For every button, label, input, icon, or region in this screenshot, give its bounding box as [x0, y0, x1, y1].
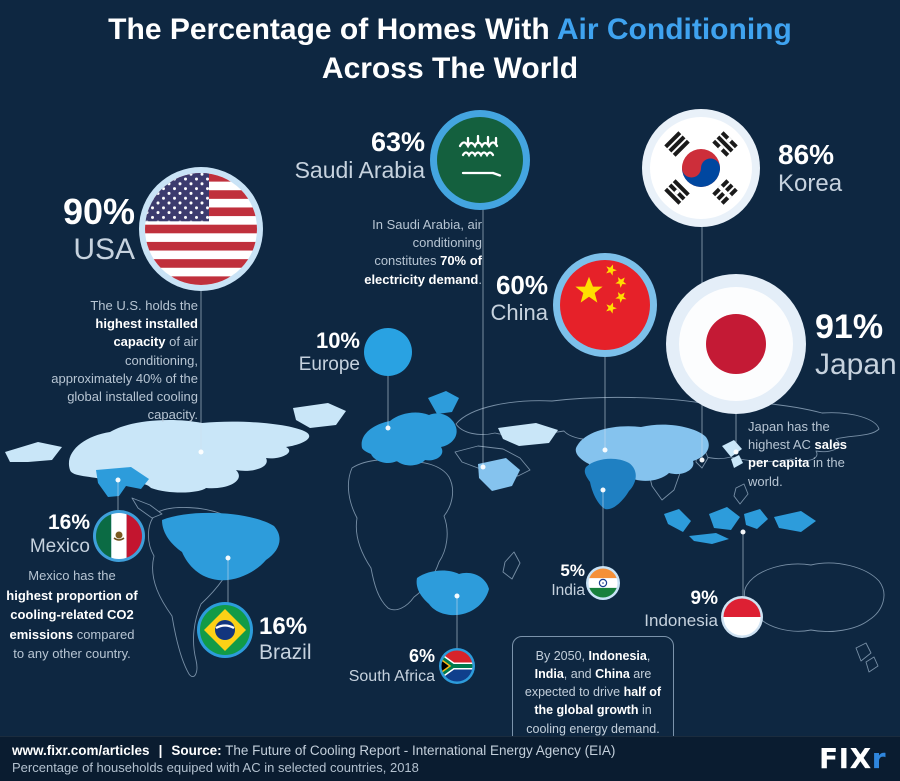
- brazil-name: Brazil: [259, 641, 312, 665]
- footer-site-url: www.fixr.com/articles: [12, 743, 150, 758]
- indonesia-name: Indonesia: [644, 610, 718, 630]
- map-india-country: [584, 458, 636, 510]
- brazil-flag-icon: [197, 602, 253, 663]
- korea-percentage: 86%: [778, 139, 835, 170]
- india-flag-icon: [586, 566, 620, 605]
- japan-percentage: 91%: [815, 308, 884, 346]
- mexico-percentage: 16%: [47, 511, 90, 534]
- fixr-logo-r: r: [871, 742, 886, 775]
- title-prefix: The Percentage of Homes With: [108, 13, 557, 46]
- china-percentage: 60%: [495, 270, 548, 300]
- indonesia-flag-icon: [721, 596, 763, 643]
- footer-source-line: www.fixr.com/articles | Source: The Future…: [12, 743, 900, 758]
- title-highlight: Air Conditioning: [556, 13, 792, 46]
- south-africa-percentage: 6%: [408, 646, 435, 666]
- footer-separator: |: [158, 743, 163, 758]
- saudi-arabia-flag-icon: [430, 110, 530, 215]
- footer-footnote: Percentage of households equiped with AC…: [12, 760, 419, 775]
- connector-dots: [115, 425, 746, 599]
- page-title: The Percentage of Homes With Air Conditi…: [0, 10, 900, 88]
- usa-label: 90% USA: [15, 193, 135, 266]
- saudi-name: Saudi Arabia: [294, 157, 425, 184]
- saudi-label: 63% Saudi Arabia: [283, 128, 425, 184]
- korea-label: 86% Korea: [778, 140, 878, 198]
- fixr-logo: FIXr: [819, 742, 886, 775]
- mexico-note: Mexico has the highest proportion of coo…: [6, 568, 138, 661]
- usa-note: The U.S. holds the highest installed cap…: [51, 298, 198, 423]
- footer-source-text: The Future of Cooling Report - Internati…: [221, 743, 616, 758]
- south-africa-label: 6% South Africa: [333, 647, 435, 686]
- japan-label: 91% Japan: [815, 308, 900, 381]
- china-name: China: [490, 300, 548, 326]
- mexico-name: Mexico: [29, 536, 90, 558]
- china-label: 60% China: [468, 270, 548, 326]
- mexico-label: 16% Mexico: [26, 511, 90, 558]
- japan-flag-icon: [666, 274, 806, 419]
- japan-note: Japan has the highest AC sales per capit…: [748, 419, 848, 489]
- europe-percentage: 10%: [315, 328, 360, 353]
- brazil-percentage: 16%: [259, 613, 308, 640]
- saudi-note: In Saudi Arabia, air conditioning consti…: [364, 217, 482, 287]
- korea-flag-icon: [642, 109, 760, 232]
- japan-name: Japan: [815, 347, 897, 381]
- title-line2: Across The World: [321, 52, 579, 85]
- saudi-percentage: 63%: [370, 127, 425, 157]
- india-percentage: 5%: [560, 561, 585, 580]
- usa-flag-icon: [139, 167, 263, 296]
- china-flag-icon: [553, 253, 657, 362]
- india-name: India: [551, 581, 585, 599]
- india-label: 5% India: [527, 562, 585, 599]
- footer-source-label: Source:: [171, 743, 222, 758]
- indonesia-percentage: 9%: [690, 588, 718, 609]
- brazil-label: 16% Brazil: [259, 614, 312, 665]
- south-africa-flag-icon: [439, 648, 475, 689]
- usa-name: USA: [73, 232, 135, 266]
- callout-2050-box: By 2050, Indonesia, India, and China are…: [512, 636, 674, 749]
- korea-name: Korea: [778, 170, 843, 198]
- fixr-logo-fix: FIX: [819, 742, 872, 775]
- map-highlight-countries: [96, 391, 816, 616]
- europe-name: Europe: [298, 354, 360, 376]
- mexico-flag-icon: [93, 510, 145, 567]
- south-africa-name: South Africa: [348, 667, 435, 685]
- usa-percentage: 90%: [62, 191, 135, 232]
- footer-bar: www.fixr.com/articles | Source: The Future…: [0, 736, 900, 781]
- europe-circle-icon: [364, 328, 412, 381]
- europe-label: 10% Europe: [298, 329, 360, 375]
- indonesia-label: 9% Indonesia: [606, 589, 718, 630]
